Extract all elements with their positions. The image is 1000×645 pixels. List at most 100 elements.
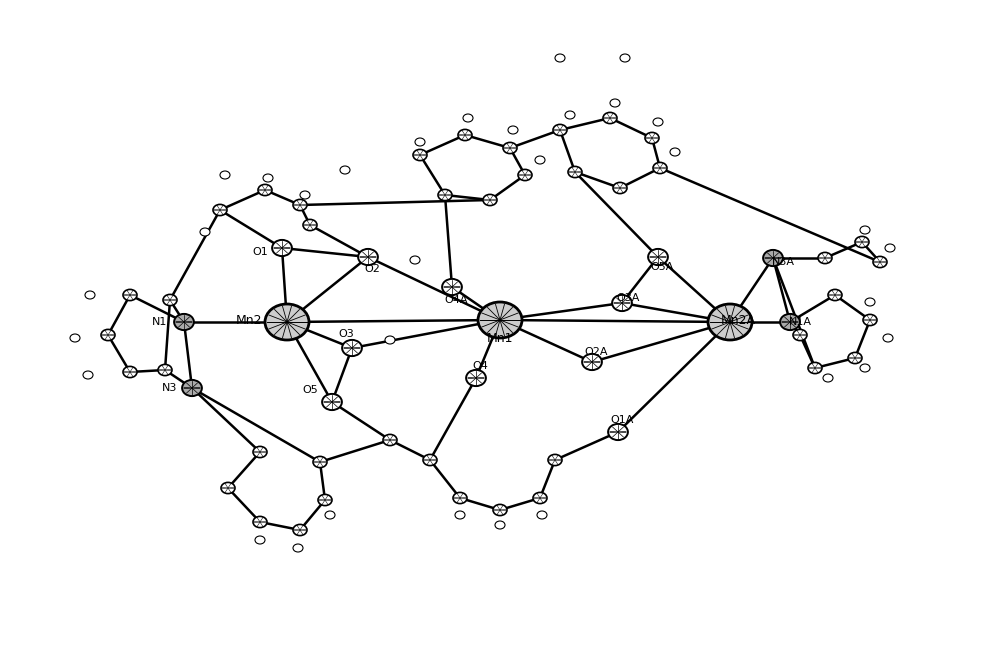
- Ellipse shape: [555, 54, 565, 62]
- Ellipse shape: [823, 374, 833, 382]
- Ellipse shape: [303, 219, 317, 231]
- Ellipse shape: [670, 148, 680, 156]
- Ellipse shape: [620, 54, 630, 62]
- Text: N1: N1: [152, 317, 168, 327]
- Ellipse shape: [220, 171, 230, 179]
- Ellipse shape: [793, 330, 807, 341]
- Text: O4A: O4A: [444, 295, 468, 305]
- Ellipse shape: [818, 252, 832, 264]
- Text: O3A: O3A: [616, 293, 640, 303]
- Ellipse shape: [865, 298, 875, 306]
- Ellipse shape: [653, 118, 663, 126]
- Ellipse shape: [85, 291, 95, 299]
- Ellipse shape: [780, 314, 800, 330]
- Text: O1: O1: [252, 247, 268, 257]
- Ellipse shape: [466, 370, 486, 386]
- Ellipse shape: [263, 174, 273, 182]
- Ellipse shape: [608, 424, 628, 440]
- Text: O5: O5: [302, 385, 318, 395]
- Ellipse shape: [123, 290, 137, 301]
- Ellipse shape: [70, 334, 80, 342]
- Ellipse shape: [860, 226, 870, 234]
- Ellipse shape: [603, 112, 617, 124]
- Ellipse shape: [83, 371, 93, 379]
- Ellipse shape: [860, 364, 870, 372]
- Ellipse shape: [272, 240, 292, 256]
- Ellipse shape: [174, 314, 194, 330]
- Ellipse shape: [548, 454, 562, 466]
- Ellipse shape: [508, 126, 518, 134]
- Ellipse shape: [613, 183, 627, 194]
- Ellipse shape: [358, 249, 378, 265]
- Ellipse shape: [410, 256, 420, 264]
- Ellipse shape: [763, 250, 783, 266]
- Ellipse shape: [163, 294, 177, 306]
- Ellipse shape: [442, 279, 462, 295]
- Ellipse shape: [883, 334, 893, 342]
- Ellipse shape: [318, 495, 332, 506]
- Ellipse shape: [808, 362, 822, 373]
- Ellipse shape: [568, 166, 582, 177]
- Text: O5A: O5A: [650, 262, 674, 272]
- Ellipse shape: [483, 194, 497, 206]
- Text: N1A: N1A: [788, 317, 812, 327]
- Ellipse shape: [553, 124, 567, 135]
- Ellipse shape: [258, 184, 272, 195]
- Ellipse shape: [300, 191, 310, 199]
- Ellipse shape: [653, 163, 667, 174]
- Ellipse shape: [463, 114, 473, 122]
- Ellipse shape: [340, 166, 350, 174]
- Ellipse shape: [645, 132, 659, 144]
- Text: Mn1: Mn1: [487, 332, 513, 344]
- Ellipse shape: [265, 304, 309, 340]
- Ellipse shape: [533, 492, 547, 504]
- Ellipse shape: [455, 511, 465, 519]
- Ellipse shape: [708, 304, 752, 340]
- Ellipse shape: [423, 454, 437, 466]
- Ellipse shape: [503, 143, 517, 154]
- Ellipse shape: [848, 352, 862, 364]
- Ellipse shape: [582, 354, 602, 370]
- Ellipse shape: [253, 517, 267, 528]
- Ellipse shape: [415, 138, 425, 146]
- Ellipse shape: [293, 544, 303, 552]
- Ellipse shape: [885, 244, 895, 252]
- Ellipse shape: [828, 290, 842, 301]
- Ellipse shape: [221, 482, 235, 493]
- Ellipse shape: [565, 111, 575, 119]
- Ellipse shape: [101, 330, 115, 341]
- Ellipse shape: [413, 150, 427, 161]
- Ellipse shape: [495, 521, 505, 529]
- Ellipse shape: [873, 257, 887, 268]
- Ellipse shape: [863, 314, 877, 326]
- Ellipse shape: [325, 511, 335, 519]
- Text: O3: O3: [338, 329, 354, 339]
- Ellipse shape: [612, 295, 632, 311]
- Ellipse shape: [855, 237, 869, 248]
- Ellipse shape: [537, 511, 547, 519]
- Text: Mn2: Mn2: [236, 313, 262, 326]
- Ellipse shape: [458, 130, 472, 141]
- Ellipse shape: [648, 249, 668, 265]
- Ellipse shape: [385, 336, 395, 344]
- Text: O1A: O1A: [610, 415, 634, 425]
- Ellipse shape: [518, 170, 532, 181]
- Ellipse shape: [123, 366, 137, 377]
- Ellipse shape: [453, 492, 467, 504]
- Text: O4: O4: [472, 361, 488, 371]
- Ellipse shape: [535, 156, 545, 164]
- Text: Mn2A: Mn2A: [720, 313, 756, 326]
- Text: O2A: O2A: [584, 347, 608, 357]
- Ellipse shape: [182, 380, 202, 396]
- Ellipse shape: [293, 524, 307, 535]
- Ellipse shape: [313, 457, 327, 468]
- Text: O2: O2: [364, 264, 380, 274]
- Ellipse shape: [158, 364, 172, 375]
- Ellipse shape: [253, 446, 267, 457]
- Text: N3A: N3A: [772, 257, 794, 267]
- Ellipse shape: [610, 99, 620, 107]
- Ellipse shape: [213, 204, 227, 215]
- Ellipse shape: [255, 536, 265, 544]
- Ellipse shape: [200, 228, 210, 236]
- Text: N3: N3: [162, 383, 178, 393]
